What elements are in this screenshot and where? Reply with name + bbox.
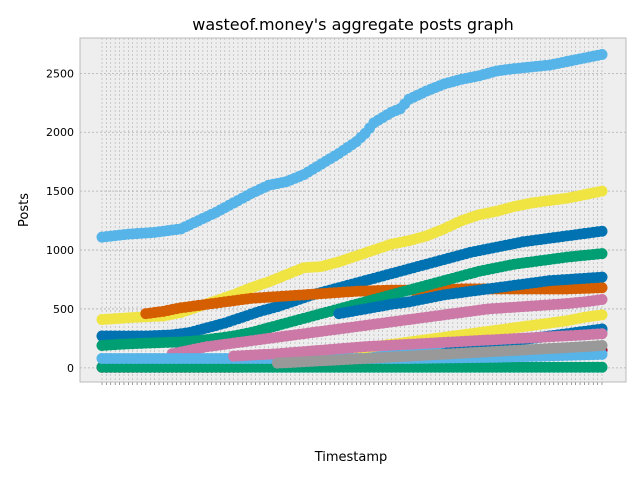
data-point: [596, 248, 608, 260]
series: [333, 271, 608, 320]
y-ticks: 0 500 1000 1500 2000 2500: [46, 67, 74, 375]
data-point: [596, 361, 608, 373]
data-point: [596, 282, 608, 294]
data-point: [596, 328, 608, 340]
plot-frame: [79, 37, 627, 383]
data-point: [596, 309, 608, 321]
data-point: [596, 48, 608, 60]
series: [228, 328, 608, 362]
series: [96, 48, 608, 243]
y-tick-label: 1000: [46, 244, 74, 257]
series: [271, 339, 608, 369]
data-point: [596, 294, 608, 306]
y-tick-label: 0: [67, 362, 74, 375]
data-point: [596, 225, 608, 237]
series: [166, 294, 608, 360]
data-point: [596, 348, 608, 360]
y-tick-label: 2000: [46, 126, 74, 139]
chart-title: wasteof.money's aggregate posts graph: [192, 15, 514, 34]
x-axis-label: Timestamp: [314, 450, 388, 465]
y-tick-label: 2500: [46, 67, 74, 80]
data-point: [596, 271, 608, 283]
y-axis-label: Posts: [17, 193, 32, 227]
y-tick-label: 1500: [46, 185, 74, 198]
data-point: [596, 185, 608, 197]
data-point: [596, 339, 608, 351]
y-tick-label: 500: [53, 303, 74, 316]
data-marks: [96, 48, 608, 373]
